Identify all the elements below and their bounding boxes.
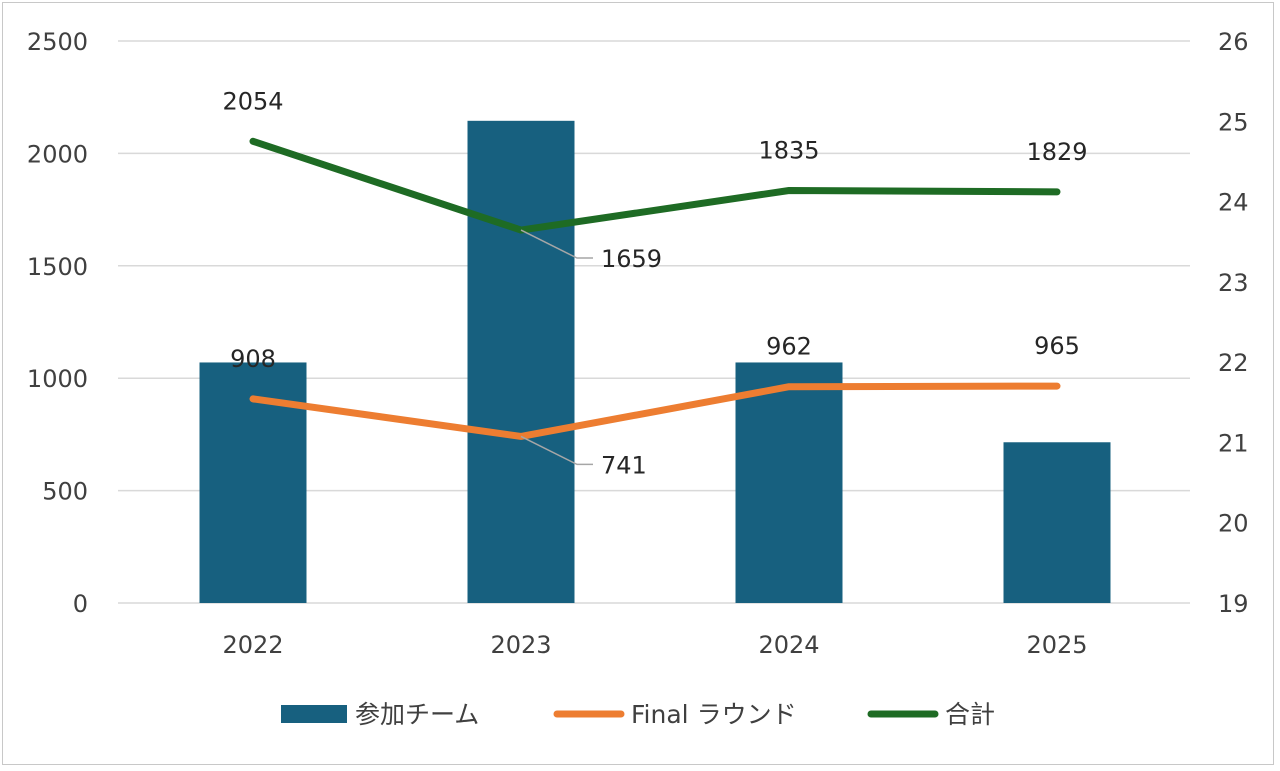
right-tick-label: 25 <box>1218 108 1249 136</box>
right-tick-label: 26 <box>1218 28 1249 56</box>
left-tick-label: 1000 <box>27 365 88 393</box>
right-tick-label: 19 <box>1218 590 1249 618</box>
series-line <box>249 137 1061 234</box>
x-tick-label: 2023 <box>490 631 551 659</box>
x-tick-label: 2024 <box>758 631 819 659</box>
data-label: 1835 <box>758 136 819 164</box>
x-tick-label: 2022 <box>222 631 283 659</box>
left-tick-label: 500 <box>42 478 88 506</box>
legend-label: Final ラウンド <box>631 700 797 729</box>
left-tick-label: 2500 <box>27 28 88 56</box>
bar <box>467 120 575 603</box>
data-label: 908 <box>230 345 276 373</box>
x-axis-ticks: 2022 2023 2024 2025 <box>222 631 1087 659</box>
right-tick-label: 23 <box>1218 269 1249 297</box>
right-tick-label: 24 <box>1218 189 1249 217</box>
leader-line <box>520 435 593 466</box>
data-label: 1829 <box>1026 138 1087 166</box>
data-label: 2054 <box>222 87 283 115</box>
leader-line <box>520 229 593 259</box>
legend-swatch-bar <box>281 705 347 723</box>
bar <box>1003 442 1111 603</box>
series-line <box>249 382 1061 440</box>
data-label: 1659 <box>601 245 662 273</box>
left-tick-label: 0 <box>73 590 88 618</box>
legend-label: 参加チーム <box>355 700 479 729</box>
bar <box>735 362 843 603</box>
left-axis-ticks: 0 500 1000 1500 2000 2500 <box>27 28 88 618</box>
right-tick-label: 20 <box>1218 510 1249 538</box>
left-tick-label: 1500 <box>27 253 88 281</box>
data-label: 962 <box>766 333 812 361</box>
right-tick-label: 22 <box>1218 349 1249 377</box>
legend-label: 合計 <box>945 700 995 729</box>
x-tick-label: 2025 <box>1026 631 1087 659</box>
legend: 参加チーム Final ラウンド 合計 <box>281 700 995 729</box>
right-axis-ticks: 19 20 21 22 23 24 25 26 <box>1218 28 1249 618</box>
data-label: 741 <box>601 451 647 479</box>
left-tick-label: 2000 <box>27 140 88 168</box>
line-series: 908 741 962 965 2054 1659 1835 1829 <box>222 87 1087 479</box>
right-tick-label: 21 <box>1218 429 1249 457</box>
data-label: 965 <box>1034 332 1080 360</box>
